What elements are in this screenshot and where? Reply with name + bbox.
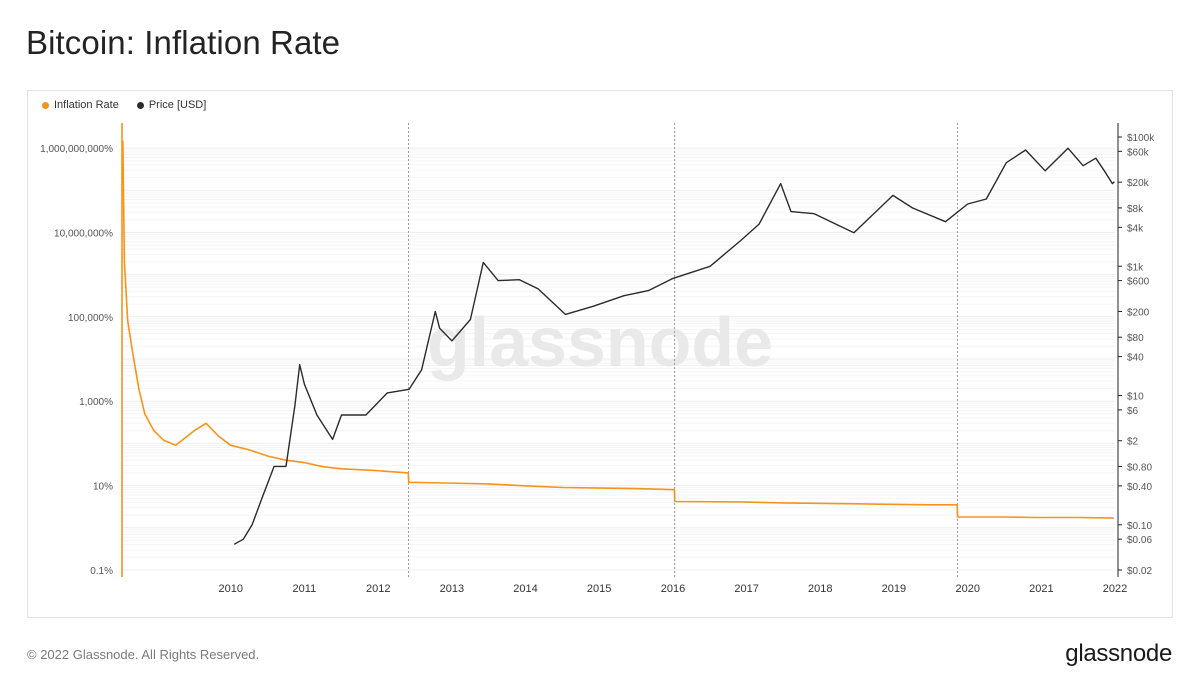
inflation-legend-dot: [42, 101, 49, 109]
legend-label-inflation: Inflation Rate: [54, 99, 119, 111]
right-axis-tick-label: $8k: [1127, 204, 1144, 215]
left-axis-tick-label: 100,000%: [68, 313, 113, 324]
x-axis-tick-label: 2020: [955, 583, 979, 595]
legend: Inflation Rate Price [USD]: [42, 99, 206, 111]
legend-label-price: Price [USD]: [148, 99, 207, 111]
x-axis-tick-label: 2017: [734, 583, 758, 595]
right-axis-tick-label: $100k: [1127, 133, 1155, 144]
price-legend-dot: [136, 101, 144, 109]
left-axis-tick-label: 1,000,000,000%: [40, 144, 113, 155]
x-axis-tick-label: 2015: [587, 583, 611, 595]
right-axis-tick-label: $40: [1127, 353, 1144, 364]
x-axis-tick-label: 2021: [1029, 583, 1053, 595]
right-axis-tick-label: $60k: [1127, 147, 1150, 158]
left-axis-tick-label: 0.1%: [90, 566, 113, 577]
left-axis-tick-label: 10%: [93, 482, 113, 493]
legend-item-price[interactable]: Price [USD]: [136, 99, 207, 111]
watermark: glassnode: [427, 303, 773, 381]
x-axis-tick-label: 2016: [661, 583, 685, 595]
legend-item-inflation[interactable]: Inflation Rate: [42, 99, 119, 111]
right-axis-tick-label: $0.10: [1127, 521, 1152, 532]
price-line: [233, 147, 1115, 545]
right-axis-tick-label: $80: [1127, 333, 1144, 344]
right-axis-tick-label: $10: [1127, 392, 1144, 403]
brand-logo[interactable]: glassnode: [1065, 640, 1172, 667]
price-series: [233, 147, 1115, 545]
grid-lines: [121, 147, 1115, 571]
right-axis-tick-label: $0.02: [1127, 566, 1152, 577]
inflation-rate-line: [122, 140, 1114, 519]
page-title: Bitcoin: Inflation Rate: [26, 24, 341, 61]
right-axis-tick-label: $20k: [1127, 178, 1150, 189]
x-axis-tick-label: 2010: [219, 583, 243, 595]
right-axis-tick-label: $4k: [1127, 223, 1144, 234]
inflation-rate-series: [121, 123, 1114, 577]
left-axis-tick-label: 10,000,000%: [54, 228, 113, 239]
left-axis-tick-label: 1,000%: [79, 397, 113, 408]
right-axis-tick-label: $6: [1127, 406, 1139, 417]
x-axis-tick-label: 2011: [293, 583, 317, 595]
right-axis-tick-label: $0.80: [1127, 462, 1152, 473]
right-axis-tick-label: $200: [1127, 307, 1150, 318]
right-axis-tick-label: $1k: [1127, 262, 1144, 273]
right-axis-tick-label: $2: [1127, 437, 1139, 448]
copyright-text: © 2022 Glassnode. All Rights Reserved.: [27, 647, 260, 662]
x-axis-tick-label: 2012: [366, 583, 390, 595]
x-axis-tick-label: 2019: [882, 583, 906, 595]
x-axis-tick-label: 2014: [513, 583, 537, 595]
right-axis-tick-label: $600: [1127, 277, 1150, 288]
right-axis-tick-label: $0.40: [1127, 482, 1152, 493]
right-axis-tick-label: $0.06: [1127, 535, 1152, 546]
x-axis-tick-label: 2022: [1103, 583, 1127, 595]
axes: 0.1% 10% 1,000% 100,000% 10,000,000% 1,000,00…: [40, 123, 1155, 595]
x-axis-tick-label: 2018: [808, 583, 832, 595]
x-axis-tick-label: 2013: [440, 583, 464, 595]
